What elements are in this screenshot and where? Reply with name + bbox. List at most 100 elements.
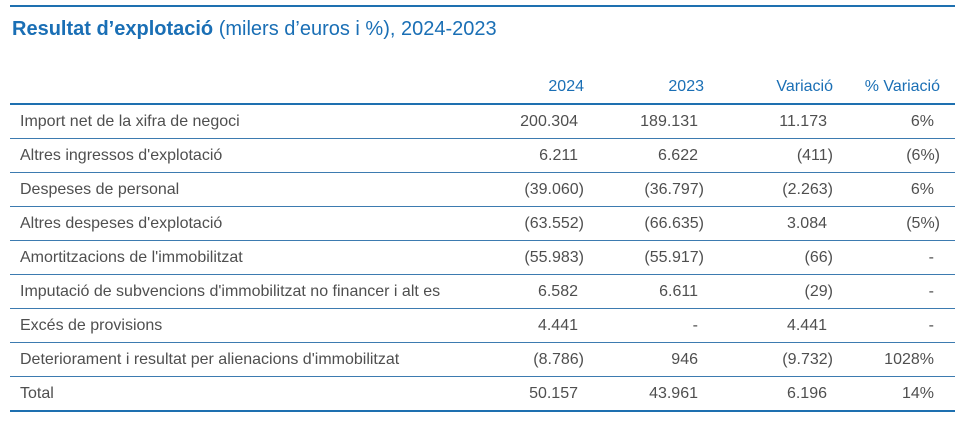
row-label: Despeses de personal bbox=[10, 172, 455, 207]
row-label: Deteriorament i resultat per alienacions… bbox=[10, 342, 455, 377]
table-row: Excés de provisions 4.441 - 4.441 - bbox=[10, 308, 955, 343]
cell-2024: 6.211 bbox=[455, 138, 591, 173]
cell-2023: (36.797) bbox=[591, 172, 711, 207]
cell-value: 4.441 bbox=[537, 317, 578, 334]
cell-value: 200.304 bbox=[520, 113, 578, 130]
cell-2024: (55.983) bbox=[455, 240, 591, 275]
cell-value: - bbox=[928, 283, 934, 300]
row-label: Import net de la xifra de negoci bbox=[10, 104, 455, 139]
cell-value: 946 bbox=[671, 351, 698, 368]
top-divider bbox=[10, 5, 955, 7]
table-row: Despeses de personal (39.060) (36.797) (2.2… bbox=[10, 172, 955, 207]
cell-pct-variacio: 1028% bbox=[840, 342, 955, 377]
cell-value: 189.131 bbox=[640, 113, 698, 130]
cell-2024: 200.304 bbox=[455, 104, 591, 139]
page-title-suffix: (milers d’euros i %), 2024-2023 bbox=[213, 18, 497, 40]
cell-value: (63.552) bbox=[524, 215, 584, 232]
cell-value: 14% bbox=[901, 385, 934, 402]
cell-pct-variacio: - bbox=[840, 240, 955, 275]
cell-2024: 50.157 bbox=[455, 376, 591, 412]
column-header-2023: 2023 bbox=[591, 78, 711, 105]
row-label: Total bbox=[10, 376, 455, 412]
row-label: Amortitzacions de l'immobilitzat bbox=[10, 240, 455, 275]
cell-value: 6.611 bbox=[659, 283, 698, 300]
table-row-total: Total 50.157 43.961 6.196 14% bbox=[10, 376, 955, 412]
cell-variacio: 11.173 bbox=[711, 104, 840, 139]
cell-2023: 6.622 bbox=[591, 138, 711, 173]
cell-value: - bbox=[928, 249, 934, 266]
cell-value: 43.961 bbox=[649, 385, 698, 402]
cell-value: (55.917) bbox=[644, 249, 704, 266]
results-table: 2024 2023 Variació% Variació Import net de… bbox=[10, 78, 955, 412]
table-row: Deteriorament i resultat per alienacions… bbox=[10, 342, 955, 377]
cell-value: (66) bbox=[804, 249, 833, 266]
column-header--variaci-: % Variació bbox=[840, 78, 955, 105]
cell-value: (8.786) bbox=[533, 351, 584, 368]
cell-value: 6% bbox=[910, 181, 934, 198]
cell-value: 50.157 bbox=[529, 385, 578, 402]
row-label: Altres ingressos d'explotació bbox=[10, 138, 455, 173]
cell-2023: 43.961 bbox=[591, 376, 711, 412]
page-title-main: Resultat d’explotació bbox=[12, 18, 214, 40]
cell-value: (6%) bbox=[906, 147, 940, 164]
cell-variacio: (411) bbox=[711, 138, 840, 173]
row-label: Altres despeses d'explotació bbox=[10, 206, 455, 241]
column-header-variaci-: Variació bbox=[711, 78, 840, 105]
cell-variacio: (9.732) bbox=[711, 342, 840, 377]
cell-2023: - bbox=[591, 308, 711, 343]
cell-value: 6.582 bbox=[537, 283, 578, 300]
cell-value: 6.211 bbox=[539, 147, 578, 164]
cell-2023: 6.611 bbox=[591, 274, 711, 309]
cell-2024: 6.582 bbox=[455, 274, 591, 309]
row-label: Imputació de subvencions d'immobilitzat … bbox=[10, 274, 455, 309]
cell-2023: 946 bbox=[591, 342, 711, 377]
table-row: Altres ingressos d'explotació 6.211 6.622 (… bbox=[10, 138, 955, 173]
table-header: 2024 2023 Variació% Variació bbox=[10, 78, 955, 105]
cell-value: 4.441 bbox=[786, 317, 827, 334]
cell-value: 11.173 bbox=[779, 113, 827, 130]
cell-2024: (8.786) bbox=[455, 342, 591, 377]
header-row: 2024 2023 Variació% Variació bbox=[10, 78, 955, 105]
cell-pct-variacio: 6% bbox=[840, 172, 955, 207]
cell-value: (39.060) bbox=[524, 181, 584, 198]
column-header-label-empty bbox=[10, 78, 455, 105]
cell-value: 6.622 bbox=[657, 147, 698, 164]
cell-value: (2.263) bbox=[782, 181, 833, 198]
cell-value: (9.732) bbox=[782, 351, 833, 368]
cell-pct-variacio: - bbox=[840, 308, 955, 343]
table-row: Imputació de subvencions d'immobilitzat … bbox=[10, 274, 955, 309]
cell-variacio: (2.263) bbox=[711, 172, 840, 207]
cell-value: 6.196 bbox=[786, 385, 827, 402]
cell-value: - bbox=[928, 317, 934, 334]
cell-value: (66.635) bbox=[644, 215, 704, 232]
cell-value: 3.084 bbox=[786, 215, 827, 232]
cell-2023: (66.635) bbox=[591, 206, 711, 241]
cell-2023: 189.131 bbox=[591, 104, 711, 139]
table-row: Amortitzacions de l'immobilitzat (55.983)… bbox=[10, 240, 955, 275]
cell-pct-variacio: (6%) bbox=[840, 138, 955, 173]
cell-pct-variacio: - bbox=[840, 274, 955, 309]
table-row: Import net de la xifra de negoci 200.304 1… bbox=[10, 104, 955, 139]
cell-value: - bbox=[692, 317, 698, 334]
cell-value: (5%) bbox=[906, 215, 940, 232]
cell-2023: (55.917) bbox=[591, 240, 711, 275]
cell-variacio: (29) bbox=[711, 274, 840, 309]
page-title: Resultat d’explotació (milers d’euros i … bbox=[12, 18, 955, 40]
table-row: Altres despeses d'explotació (63.552) (66.… bbox=[10, 206, 955, 241]
cell-pct-variacio: (5%) bbox=[840, 206, 955, 241]
cell-value: (36.797) bbox=[644, 181, 704, 198]
cell-value: 1028% bbox=[884, 351, 934, 368]
cell-2024: 4.441 bbox=[455, 308, 591, 343]
cell-value: (411) bbox=[796, 147, 833, 164]
cell-value: 6% bbox=[910, 113, 934, 130]
report-page: Resultat d’explotació (milers d’euros i … bbox=[0, 5, 967, 412]
cell-pct-variacio: 14% bbox=[840, 376, 955, 412]
table-body: Import net de la xifra de negoci 200.304 1… bbox=[10, 104, 955, 412]
cell-value: (29) bbox=[804, 283, 833, 300]
cell-variacio: 4.441 bbox=[711, 308, 840, 343]
row-label: Excés de provisions bbox=[10, 308, 455, 343]
cell-2024: (39.060) bbox=[455, 172, 591, 207]
cell-variacio: (66) bbox=[711, 240, 840, 275]
cell-value: (55.983) bbox=[524, 249, 584, 266]
column-header-2024: 2024 bbox=[455, 78, 591, 105]
